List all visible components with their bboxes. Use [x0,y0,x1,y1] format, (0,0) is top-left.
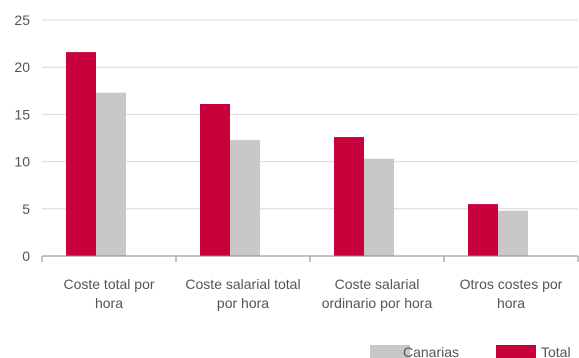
x-tick-label: Coste salarial total por hora [185,276,300,311]
legend-label-total: Total [541,344,571,358]
y-tick-label: 10 [14,154,30,170]
bars [66,52,528,257]
y-axis-ticks: 0 5 10 15 20 25 [14,12,30,264]
bar-total-0 [66,52,96,256]
y-tick-label: 15 [14,106,30,122]
bar-canarias-3 [498,210,528,256]
legend-swatch-canarias [370,345,410,358]
legend-label-canarias: Canarias [403,344,459,358]
bar-total-3 [468,204,498,256]
bar-canarias-2 [364,158,394,256]
y-tick-label: 25 [14,12,30,28]
y-tick-label: 5 [22,201,30,217]
legend: Canarias Total [370,344,571,358]
x-tick-label: Coste total por hora [63,276,154,311]
bar-total-1 [200,104,230,257]
bar-canarias-0 [96,92,126,256]
x-tick-label: Coste salarial ordinario por hora [322,276,433,311]
bar-total-2 [334,137,364,256]
y-tick-label: 0 [22,248,30,264]
legend-swatch-total [496,345,536,358]
bar-canarias-1 [230,139,260,256]
x-tick-label: Otros costes por hora [460,276,563,311]
x-axis [41,255,579,262]
y-tick-label: 20 [14,59,30,75]
x-axis-labels: Coste total por hora Coste salarial total p… [63,276,562,311]
